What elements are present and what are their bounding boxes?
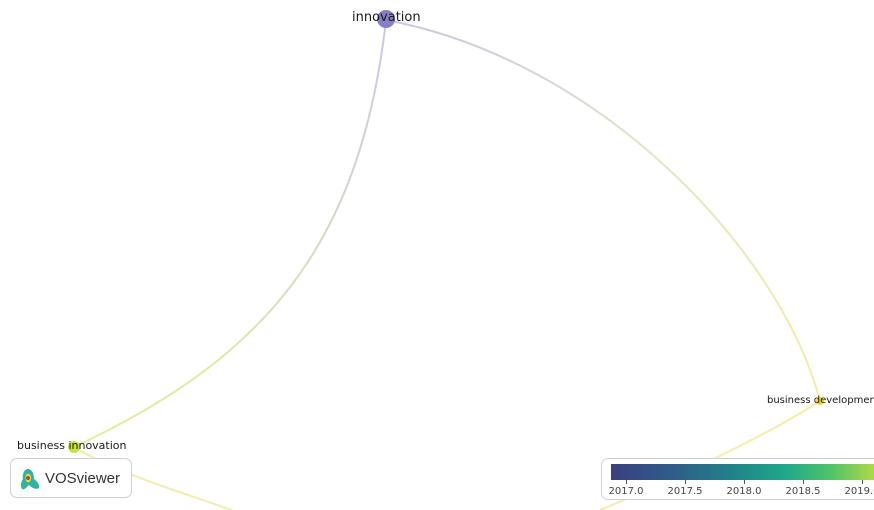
node-business-development[interactable] xyxy=(816,397,824,405)
link-innovation-business-development xyxy=(385,19,821,402)
link-innovation-business-innovation xyxy=(73,19,387,448)
vosviewer-logo-icon xyxy=(20,469,40,490)
legend-tick-label: 2017.5 xyxy=(667,486,703,497)
legend-tick-mark xyxy=(685,480,686,484)
legend-tick-mark xyxy=(626,480,627,484)
node-business-innovation[interactable] xyxy=(68,441,80,453)
legend-tick-label: 2017.0 xyxy=(608,486,644,497)
logo-text: VOSviewer xyxy=(45,470,121,487)
legend-tick-mark xyxy=(744,480,745,484)
legend-tick-label: 2019.0 xyxy=(844,486,874,497)
vosviewer-logo: VOSviewer xyxy=(10,458,132,498)
legend-tick-label: 2018.0 xyxy=(726,486,762,497)
node-innovation[interactable] xyxy=(377,10,395,28)
node-label-innovation[interactable]: innovation xyxy=(352,10,421,25)
link-business-innovation-offscreen xyxy=(73,446,233,510)
node-label-business-innovation[interactable]: business innovation xyxy=(17,439,127,452)
color-legend: 2017.0 2017.5 2018.0 2018.5 2019.0 xyxy=(601,458,874,500)
legend-gradient-bar xyxy=(611,464,874,480)
node-label-business-development[interactable]: business development xyxy=(767,395,874,406)
legend-tick-mark xyxy=(803,480,804,484)
legend-tick-label: 2018.5 xyxy=(785,486,821,497)
legend-tick-mark xyxy=(862,480,863,484)
